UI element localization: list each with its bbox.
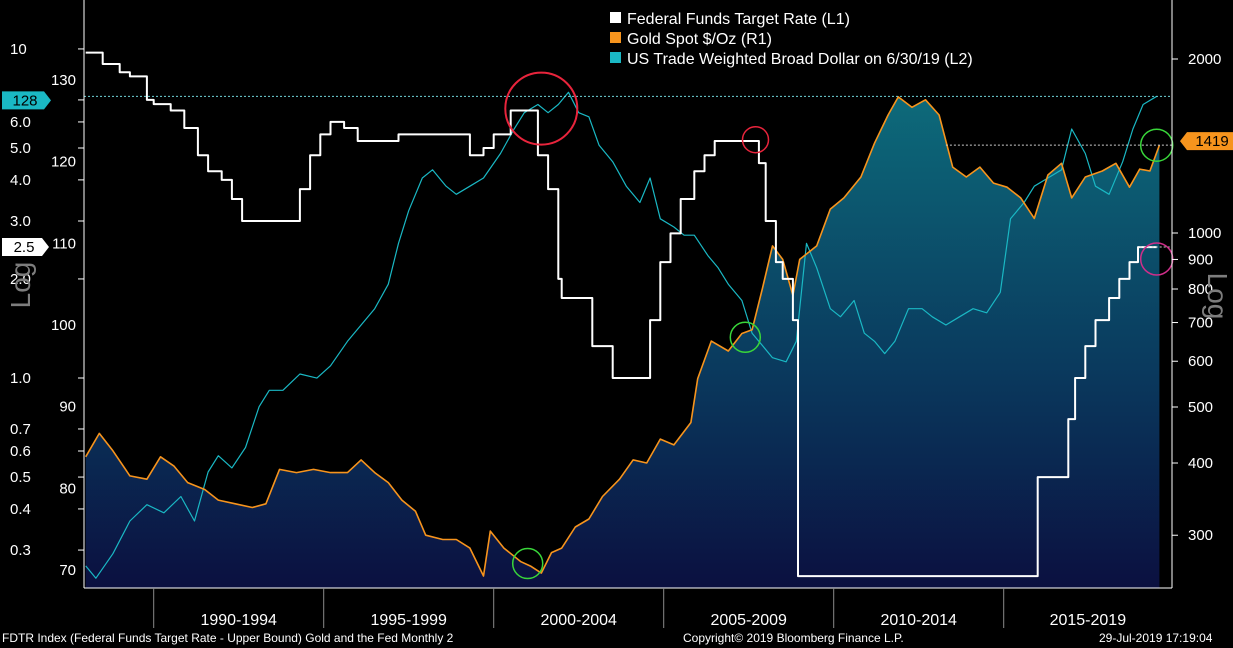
legend-item-fed: Federal Funds Target Rate (L1) bbox=[610, 10, 850, 30]
gold-line bbox=[85, 96, 1161, 577]
legend-label-dollar: US Trade Weighted Broad Dollar on 6/30/1… bbox=[627, 51, 973, 68]
right-r1-tick: 400 bbox=[1188, 455, 1213, 472]
last-value-tag: 2.5 bbox=[2, 238, 49, 257]
svg-text:128: 128 bbox=[12, 92, 37, 109]
left-l2-tick: 120 bbox=[51, 154, 76, 171]
footer-left: FDTR Index (Federal Funds Target Rate - … bbox=[2, 631, 454, 645]
right-r1-tick: 1000 bbox=[1188, 225, 1221, 242]
legend-label-gold: Gold Spot $/Oz (R1) bbox=[627, 31, 772, 48]
left-l1-tick: 5.0 bbox=[10, 140, 31, 157]
annotation-circle bbox=[1139, 128, 1174, 162]
left-l1-tick: 2.0 bbox=[10, 271, 31, 288]
right-r1-tick: 900 bbox=[1188, 251, 1213, 268]
right-axis-label: Log bbox=[1202, 273, 1233, 320]
left-l1-tick: 10 bbox=[10, 41, 27, 58]
right-r1-tick: 500 bbox=[1188, 399, 1213, 416]
last-value-tag: 1419 bbox=[1180, 132, 1233, 151]
right-r1-tick: 700 bbox=[1188, 315, 1213, 332]
gold-area-fill bbox=[85, 96, 1160, 588]
left-l2-tick: 80 bbox=[59, 480, 76, 497]
left-l1-tick: 0.4 bbox=[10, 501, 31, 518]
dollar-line bbox=[85, 91, 1158, 579]
left-l1-tick: 1.0 bbox=[10, 370, 31, 387]
left-l1-tick: 0.5 bbox=[10, 469, 31, 486]
annotation-circle bbox=[729, 321, 762, 354]
annotation-circle bbox=[504, 71, 579, 146]
left-l1-tick: 0.6 bbox=[10, 443, 31, 460]
left-l2-tick: 110 bbox=[52, 235, 76, 252]
x-tick-label: 1995-1999 bbox=[370, 612, 447, 629]
legend-swatch-dollar bbox=[610, 52, 621, 63]
left-l1-tick: 3.0 bbox=[10, 213, 31, 230]
footer-center: Copyright© 2019 Bloomberg Finance L.P. bbox=[683, 631, 904, 645]
footer-right: 29-Jul-2019 17:19:04 bbox=[1099, 631, 1213, 645]
annotation-circle bbox=[741, 125, 770, 154]
axes: 107.06.05.04.03.02.01.00.70.60.50.40.313… bbox=[5, 0, 1233, 629]
x-tick-label: 2005-2009 bbox=[710, 612, 787, 629]
right-r1-tick: 600 bbox=[1188, 353, 1213, 370]
left-l1-tick: 6.0 bbox=[10, 114, 31, 131]
x-tick-label: 2010-2014 bbox=[880, 612, 957, 629]
gold-area bbox=[85, 96, 1160, 588]
left-l1-tick: 0.7 bbox=[10, 421, 31, 438]
x-tick-label: 1990-1994 bbox=[200, 612, 277, 629]
right-r1-tick: 800 bbox=[1188, 281, 1213, 298]
series-lines bbox=[85, 51, 1161, 579]
annotation-circle bbox=[511, 547, 544, 580]
left-l1-tick: 0.3 bbox=[10, 542, 31, 559]
legend-label-fed: Federal Funds Target Rate (L1) bbox=[627, 11, 850, 28]
left-l2-tick: 70 bbox=[59, 562, 76, 579]
legend-swatch-fed bbox=[610, 12, 621, 23]
left-l2-tick: 100 bbox=[51, 317, 76, 334]
last-value-tag: 128 bbox=[2, 91, 51, 110]
svg-text:1419: 1419 bbox=[1195, 133, 1228, 150]
right-r1-tick: 2000 bbox=[1188, 51, 1221, 68]
fed-rate-line bbox=[85, 51, 1157, 578]
x-tick-label: 2015-2019 bbox=[1050, 612, 1127, 629]
x-tick-label: 2000-2004 bbox=[540, 612, 617, 629]
svg-text:2.5: 2.5 bbox=[14, 239, 35, 256]
right-r1-tick: 300 bbox=[1188, 527, 1213, 544]
left-l2-tick: 90 bbox=[59, 399, 76, 416]
legend-item-dollar: US Trade Weighted Broad Dollar on 6/30/1… bbox=[610, 50, 973, 70]
last-value-tags: 2.5 128 1419 bbox=[2, 91, 1233, 257]
left-l2-tick: 130 bbox=[51, 72, 76, 89]
left-l1-tick: 4.0 bbox=[10, 172, 31, 189]
legend: Federal Funds Target Rate (L1) Gold Spot… bbox=[602, 2, 1049, 72]
legend-item-gold: Gold Spot $/Oz (R1) bbox=[610, 30, 772, 50]
legend-swatch-gold bbox=[610, 32, 621, 43]
left-axis-label: Log bbox=[5, 262, 36, 309]
